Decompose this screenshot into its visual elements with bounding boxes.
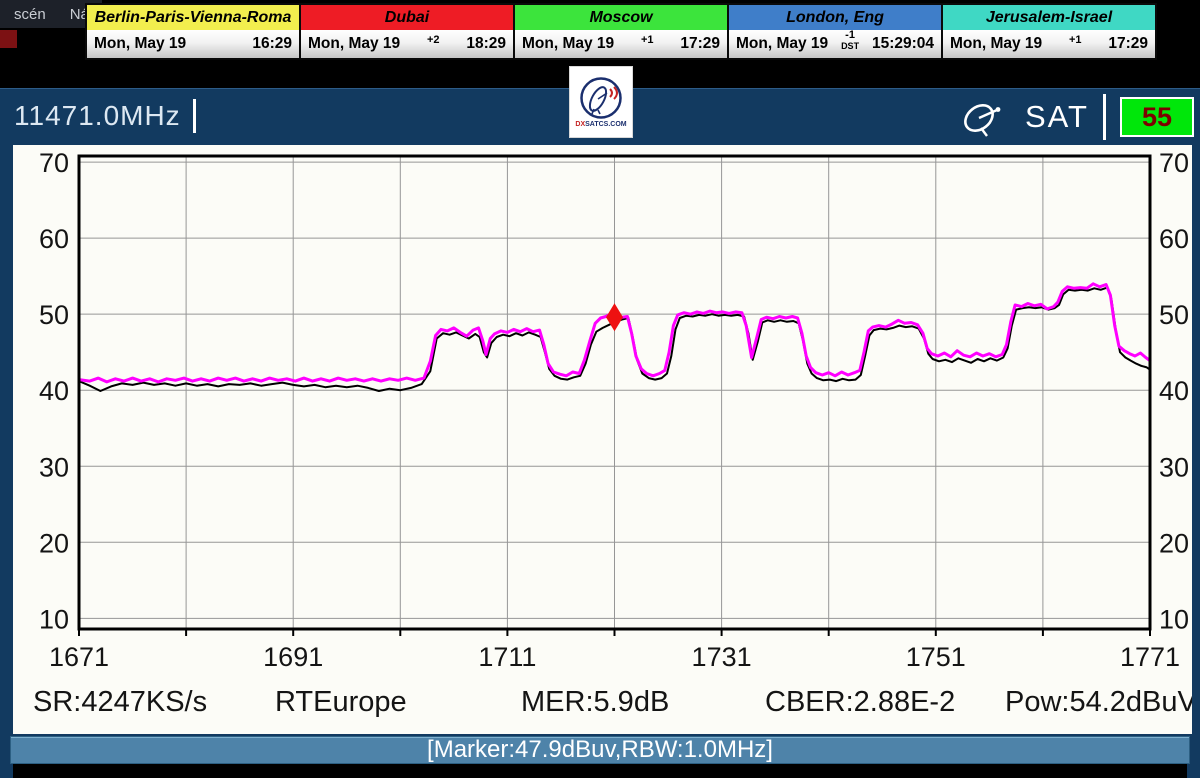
signal-info-row: SR:4247KS/s RTEurope MER:5.9dB CBER:2.88… (13, 672, 1192, 732)
symbol-rate: SR:4247KS/s (33, 686, 208, 718)
power-value: Pow:54.2dBuV (1005, 686, 1192, 718)
y-tick-right: 20 (1159, 528, 1189, 558)
clock-jerusalem[interactable]: Jerusalem-Israel Mon, May 19 +1 17:29 (943, 5, 1155, 58)
y-tick-right: 10 (1159, 604, 1189, 634)
y-tick-right: 40 (1159, 376, 1189, 406)
red-square-decoration (0, 30, 17, 48)
y-tick-right: 50 (1159, 300, 1189, 330)
clock-time: 17:29 (1108, 35, 1148, 52)
y-tick-left: 20 (39, 528, 69, 558)
clock-time-row: Mon, May 19 +1 17:29 (515, 30, 727, 58)
clock-time: 18:29 (466, 35, 506, 52)
clock-moscow[interactable]: Moscow Mon, May 19 +1 17:29 (515, 5, 729, 58)
sat-selector: SAT 55 (957, 93, 1194, 141)
clock-utc-offset: +1 (640, 33, 654, 46)
clock-berlin[interactable]: Berlin-Paris-Vienna-Roma Mon, May 19 16:… (87, 5, 301, 58)
max-hold-trace (77, 282, 1152, 384)
clock-time: 15:29:04 (871, 35, 934, 52)
clock-utc-offset: -1 DST (841, 29, 860, 51)
y-tick-left: 10 (39, 604, 69, 634)
clock-utc-offset: +2 (426, 33, 440, 46)
clock-time-row: Mon, May 19 -1 DST 15:29:04 (729, 30, 941, 58)
bookmark-item[interactable]: scén (14, 5, 46, 23)
bottom-strip (13, 764, 1187, 778)
y-tick-left: 70 (39, 148, 69, 178)
sat-label: SAT (1025, 99, 1089, 134)
satellite-dish-logo-icon (580, 77, 622, 119)
x-tick-label: 1771 (1120, 642, 1180, 672)
clock-date: Mon, May 19 (522, 35, 615, 52)
marker-status-bar: [Marker:47.9dBuv,RBW:1.0MHz] (10, 736, 1190, 764)
x-tick-label: 1731 (692, 642, 752, 672)
clock-city-label: Moscow (515, 5, 727, 30)
cber-value: CBER:2.88E-2 (765, 686, 956, 718)
y-tick-right: 70 (1159, 148, 1189, 178)
dxsatcs-logo[interactable]: DXSATCS.COM (570, 67, 632, 137)
sat-number-field[interactable]: 55 (1120, 97, 1194, 137)
clock-time: 17:29 (680, 35, 720, 52)
marker-readout: [Marker:47.9dBuv,RBW:1.0MHz] (427, 736, 773, 763)
clock-city-label: Berlin-Paris-Vienna-Roma (87, 5, 299, 30)
clock-time-row: Mon, May 19 +2 18:29 (301, 30, 513, 58)
x-tick-label: 1671 (49, 642, 109, 672)
clock-city-label: Jerusalem-Israel (943, 5, 1155, 30)
frequency-input[interactable]: 11471.0MHz (14, 99, 196, 133)
clock-utc-offset: +1 (1068, 33, 1082, 46)
text-cursor (192, 99, 196, 133)
clock-city-label: London, Eng (729, 5, 941, 30)
clock-time: 16:29 (252, 35, 292, 52)
clock-london[interactable]: London, Eng Mon, May 19 -1 DST 15:29:04 (729, 5, 943, 58)
y-tick-left: 40 (39, 376, 69, 406)
network-name: RTEurope (275, 686, 407, 718)
divider (1103, 94, 1106, 140)
logo-text: DXSATCS.COM (575, 121, 627, 128)
clock-date: Mon, May 19 (736, 35, 829, 52)
x-tick-label: 1711 (478, 642, 536, 672)
mer-value: MER:5.9dB (521, 686, 670, 718)
y-tick-left: 50 (39, 300, 69, 330)
spectrum-plot: 10 10 20 20 30 30 40 40 50 50 60 60 70 70 1671 1691 1711… (39, 148, 1189, 672)
y-tick-left: 60 (39, 224, 69, 254)
clock-dubai[interactable]: Dubai Mon, May 19 +2 18:29 (301, 5, 515, 58)
y-tick-right: 30 (1159, 452, 1189, 482)
analyzer-panel: 11471.0MHz SAT 55 10 10 20 20 30 30 40 40 50 50 60… (0, 88, 1200, 778)
frequency-value: 11471.0MHz (14, 100, 181, 131)
spectrum-display: 10 10 20 20 30 30 40 40 50 50 60 60 70 70 1671 1691 1711… (13, 145, 1192, 734)
marker-diamond[interactable] (606, 303, 623, 332)
x-tick-label: 1751 (906, 642, 966, 672)
clock-date: Mon, May 19 (308, 35, 401, 52)
satellite-dish-icon (964, 104, 1001, 137)
clock-date: Mon, May 19 (950, 35, 1043, 52)
clock-time-row: Mon, May 19 16:29 (87, 30, 299, 58)
plot-border (77, 154, 1152, 631)
world-clock-bar: Berlin-Paris-Vienna-Roma Mon, May 19 16:… (85, 3, 1157, 60)
clock-date: Mon, May 19 (94, 35, 187, 52)
clock-city-label: Dubai (301, 5, 513, 30)
x-tick-label: 1691 (263, 642, 323, 672)
y-tick-right: 60 (1159, 224, 1189, 254)
clock-time-row: Mon, May 19 +1 17:29 (943, 30, 1155, 58)
live-trace (78, 286, 1151, 392)
y-tick-left: 30 (39, 452, 69, 482)
